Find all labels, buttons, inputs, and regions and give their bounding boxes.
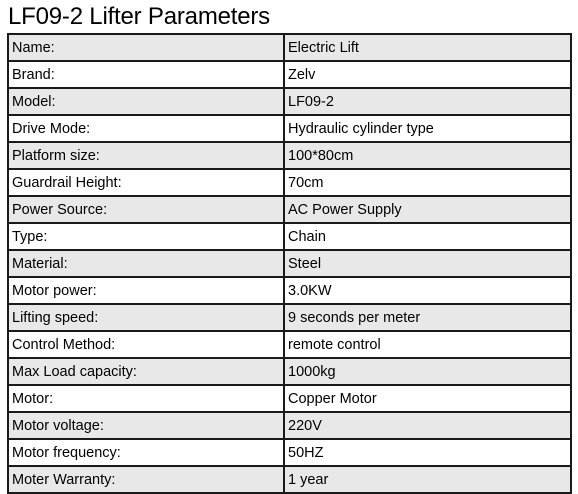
row-value: LF09-2 (283, 87, 572, 116)
row-value: 50HZ (283, 438, 572, 467)
table-row-type: Type: Chain (7, 222, 572, 251)
row-value: 1 year (283, 465, 572, 494)
row-label: Max Load capacity: (7, 357, 285, 386)
row-value: 9 seconds per meter (283, 303, 572, 332)
table-row-motor-power: Motor power: 3.0KW (7, 276, 572, 305)
table-row-power-source: Power Source: AC Power Supply (7, 195, 572, 224)
row-label: Platform size: (7, 141, 285, 170)
row-label: Control Method: (7, 330, 285, 359)
row-label: Motor voltage: (7, 411, 285, 440)
row-value: 220V (283, 411, 572, 440)
row-value: Chain (283, 222, 572, 251)
row-value: remote control (283, 330, 572, 359)
row-label: Guardrail Height: (7, 168, 285, 197)
row-label: Type: (7, 222, 285, 251)
page-title: LF09-2 Lifter Parameters (8, 3, 270, 30)
table-row-max-load-capacity: Max Load capacity: 1000kg (7, 357, 572, 386)
table-row-motor-frequency: Motor frequency: 50HZ (7, 438, 572, 467)
row-value: 1000kg (283, 357, 572, 386)
row-label: Brand: (7, 60, 285, 89)
row-label: Moter Warranty: (7, 465, 285, 494)
table-row-guardrail-height: Guardrail Height: 70cm (7, 168, 572, 197)
table-row-lifting-speed: Lifting speed: 9 seconds per meter (7, 303, 572, 332)
row-value: 100*80cm (283, 141, 572, 170)
row-value: 70cm (283, 168, 572, 197)
table-row-material: Material: Steel (7, 249, 572, 278)
row-value: Electric Lift (283, 33, 572, 62)
row-value: 3.0KW (283, 276, 572, 305)
row-label: Drive Mode: (7, 114, 285, 143)
table-row-moter-warranty: Moter Warranty: 1 year (7, 465, 572, 494)
row-value: Steel (283, 249, 572, 278)
row-value: Zelv (283, 60, 572, 89)
row-value: Hydraulic cylinder type (283, 114, 572, 143)
table-row-motor-voltage: Motor voltage: 220V (7, 411, 572, 440)
row-value: AC Power Supply (283, 195, 572, 224)
parameters-table: Name: Electric Lift Brand: Zelv Model: L… (7, 33, 572, 494)
row-label: Lifting speed: (7, 303, 285, 332)
row-label: Motor power: (7, 276, 285, 305)
row-value: Copper Motor (283, 384, 572, 413)
row-label: Motor: (7, 384, 285, 413)
table-row-brand: Brand: Zelv (7, 60, 572, 89)
table-row-model: Model: LF09-2 (7, 87, 572, 116)
table-row-name: Name: Electric Lift (7, 33, 572, 62)
row-label: Material: (7, 249, 285, 278)
table-row-platform-size: Platform size: 100*80cm (7, 141, 572, 170)
row-label: Power Source: (7, 195, 285, 224)
row-label: Motor frequency: (7, 438, 285, 467)
table-row-motor: Motor: Copper Motor (7, 384, 572, 413)
table-row-control-method: Control Method: remote control (7, 330, 572, 359)
row-label: Model: (7, 87, 285, 116)
table-row-drive-mode: Drive Mode: Hydraulic cylinder type (7, 114, 572, 143)
parameters-table-body: Name: Electric Lift Brand: Zelv Model: L… (7, 33, 572, 494)
row-label: Name: (7, 33, 285, 62)
